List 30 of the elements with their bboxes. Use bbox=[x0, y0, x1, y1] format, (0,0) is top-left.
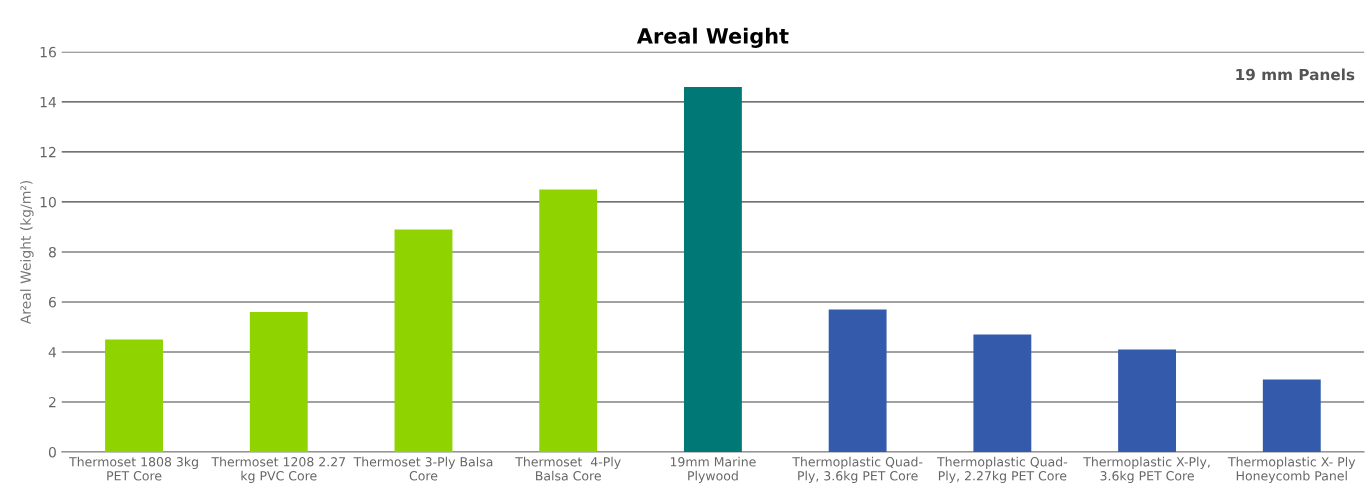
x-tick-label: Thermoset 1208 2.27 kg PVC Core bbox=[211, 456, 346, 483]
y-axis-title: Areal Weight (kg/m²) bbox=[20, 180, 34, 325]
x-tick-label: 19mm Marine Plywood bbox=[670, 456, 756, 483]
x-tick-label: Thermoset 4-Ply Balsa Core bbox=[515, 456, 621, 481]
y-tick-label: 10 bbox=[40, 196, 56, 208]
chart-title: Areal Weight bbox=[636, 27, 789, 49]
y-tick-label: 0 bbox=[48, 446, 56, 458]
x-tick-label: Thermoplastic X-Ply, 3.6kg PET Core bbox=[1083, 456, 1210, 483]
annotation: 19 mm Panels bbox=[1236, 68, 1355, 81]
y-tick-label: 12 bbox=[40, 146, 56, 158]
bar bbox=[1118, 349, 1177, 453]
y-tick-label: 8 bbox=[48, 246, 56, 258]
x-tick-label: Thermoplastic X- Ply Honeycomb Panel bbox=[1227, 456, 1356, 483]
bar bbox=[1262, 379, 1321, 453]
bar bbox=[828, 309, 887, 453]
bar bbox=[683, 86, 742, 453]
y-tick-label: 16 bbox=[40, 46, 56, 58]
y-tick-label: 2 bbox=[49, 396, 56, 408]
bar bbox=[539, 189, 598, 453]
y-tick-label: 14 bbox=[40, 97, 57, 108]
x-tick-label: Thermoset 3-Ply Balsa Core bbox=[353, 456, 493, 481]
y-tick-label: 4 bbox=[48, 347, 57, 358]
bar bbox=[973, 334, 1032, 453]
y-tick-label: 6 bbox=[48, 296, 56, 308]
x-tick-label: Thermoset 1808 3kg PET Core bbox=[69, 456, 198, 481]
bar bbox=[394, 229, 453, 453]
bar bbox=[249, 311, 308, 453]
x-tick-label: Thermoplastic Quad- Ply, 2.27kg PET Core bbox=[936, 456, 1068, 483]
bar bbox=[105, 339, 163, 453]
x-tick-label: Thermoplastic Quad- Ply, 3.6kg PET Core bbox=[792, 456, 923, 483]
